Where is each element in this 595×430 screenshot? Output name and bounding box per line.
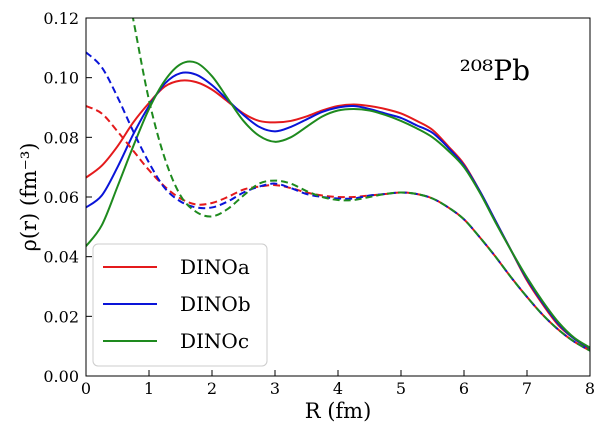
x-tick-label: 0 bbox=[81, 379, 91, 398]
y-tick-label: 0.10 bbox=[43, 69, 79, 88]
legend-label-dinoc: DINOc bbox=[180, 329, 249, 353]
y-tick-label: 0.04 bbox=[43, 248, 79, 267]
x-tick-label: 5 bbox=[396, 379, 406, 398]
y-axis-label: ρ(r) (fm⁻³) bbox=[17, 142, 41, 251]
y-tick-label: 0.12 bbox=[43, 9, 79, 28]
x-tick-label: 1 bbox=[144, 379, 154, 398]
x-tick-label: 3 bbox=[270, 379, 280, 398]
x-tick-label: 7 bbox=[522, 379, 532, 398]
plot-curves bbox=[86, 18, 590, 352]
y-tick-label: 0.08 bbox=[43, 128, 79, 147]
axis-ticks: 0 1 2 3 4 5 6 7 8 0.00 0.02 0.04 0.06 0.08 0.10 0.12 bbox=[43, 9, 595, 398]
legend-label-dinob: DINOb bbox=[180, 292, 251, 316]
y-tick-label: 0.02 bbox=[43, 307, 79, 326]
x-tick-label: 6 bbox=[459, 379, 469, 398]
series-line-dinoc-dashed bbox=[131, 18, 590, 352]
series-line-dinob-dashed bbox=[86, 51, 590, 352]
x-axis-label: R (fm) bbox=[305, 399, 372, 423]
y-tick-label: 0.06 bbox=[43, 188, 79, 207]
nucleus-annotation: ²⁰⁸Pb bbox=[460, 54, 530, 87]
y-tick-label: 0.00 bbox=[43, 367, 79, 386]
x-tick-label: 4 bbox=[333, 379, 343, 398]
legend-box bbox=[92, 243, 268, 367]
x-tick-label: 2 bbox=[207, 379, 217, 398]
legend: DINOa DINOb DINOc bbox=[92, 243, 268, 367]
series-line-dinoc-solid bbox=[86, 60, 590, 349]
x-tick-label: 8 bbox=[585, 379, 595, 398]
legend-label-dinoa: DINOa bbox=[180, 255, 250, 279]
